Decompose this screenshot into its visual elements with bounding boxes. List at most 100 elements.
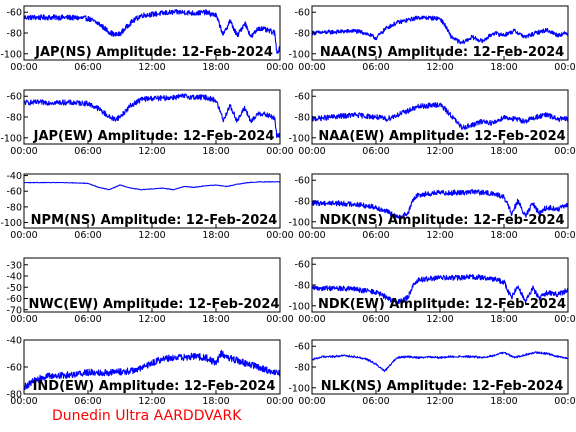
x-tick-label: 06:00 <box>362 230 389 241</box>
y-tick-label: -60 <box>6 363 22 374</box>
chart-title: NAA(NS) Amplitude: 12-Feb-2024 <box>320 45 564 60</box>
y-tick-label: -80 <box>294 281 310 292</box>
y-tick-label: -60 <box>294 260 310 271</box>
x-tick-label: 12:00 <box>426 62 453 73</box>
series-line <box>312 274 568 305</box>
x-tick-label: 00:00 <box>298 146 325 157</box>
footer-credit: Dunedin Ultra AARDDVARK <box>52 408 242 424</box>
x-tick-label: 06:00 <box>74 396 101 407</box>
x-tick-label: 00:00 <box>10 314 37 325</box>
y-tick-label: -80 <box>6 29 22 40</box>
x-tick-label: 06:00 <box>74 146 101 157</box>
x-tick-label: 18:00 <box>202 146 229 157</box>
chart-title: NAA(EW) Amplitude: 12-Feb-2024 <box>318 129 565 144</box>
y-tick-label: -60 <box>6 294 22 305</box>
x-tick-label: 18:00 <box>202 314 229 325</box>
y-tick-label: -80 <box>6 202 22 213</box>
x-tick-label: 06:00 <box>74 314 101 325</box>
y-tick-label: -100 <box>0 133 22 144</box>
x-tick-label: 00:00 <box>298 314 325 325</box>
chart-title: NPM(NS) Amplitude: 12-Feb-2024 <box>31 213 278 228</box>
x-tick-label: 18:00 <box>490 396 517 407</box>
chart-panel: -60 -80 -100 00:00 06:00 12:00 18:00 00:00 JAP(N… <box>0 5 294 73</box>
x-tick-label: 18:00 <box>202 396 229 407</box>
x-tick-label: 18:00 <box>490 146 517 157</box>
x-tick-label: 00:00 <box>266 146 293 157</box>
x-tick-label: 12:00 <box>138 396 165 407</box>
y-tick-label: -40 <box>6 336 22 347</box>
series-line <box>24 9 280 55</box>
x-tick-label: 00:00 <box>554 314 576 325</box>
y-tick-label: -80 <box>294 29 310 40</box>
y-tick-label: -60 <box>294 8 310 19</box>
chart-panel: -60 -80 -100 00:00 06:00 12:00 18:00 00:00 NDK(E… <box>288 257 576 325</box>
x-tick-label: 06:00 <box>74 62 101 73</box>
series-line <box>24 181 280 191</box>
x-tick-label: 00:00 <box>10 396 37 407</box>
x-tick-label: 00:00 <box>554 62 576 73</box>
y-tick-label: -60 <box>294 342 310 353</box>
x-tick-label: 18:00 <box>202 230 229 241</box>
x-tick-label: 12:00 <box>138 146 165 157</box>
x-tick-label: 00:00 <box>266 396 293 407</box>
x-tick-label: 12:00 <box>426 230 453 241</box>
y-tick-label: -70 <box>6 305 22 316</box>
series-line <box>312 188 568 219</box>
chart-panel: -60 -80 -100 00:00 06:00 12:00 18:00 00:00 NLK(N… <box>288 339 576 407</box>
x-tick-label: 18:00 <box>202 62 229 73</box>
x-tick-label: 00:00 <box>10 62 37 73</box>
y-tick-label: -80 <box>294 197 310 208</box>
series-line <box>312 351 568 373</box>
x-tick-label: 06:00 <box>74 230 101 241</box>
x-tick-label: 18:00 <box>490 230 517 241</box>
y-tick-label: -50 <box>6 283 22 294</box>
chart-title: NLK(NS) Amplitude: 12-Feb-2024 <box>321 379 564 394</box>
y-tick-label: -100 <box>288 133 310 144</box>
y-tick-label: -40 <box>6 272 22 283</box>
chart-panel: -60 -80 -100 00:00 06:00 12:00 18:00 00:00 NAA(N… <box>288 5 576 73</box>
y-tick-label: -60 <box>6 187 22 198</box>
x-tick-label: 00:00 <box>10 146 37 157</box>
x-tick-label: 06:00 <box>362 62 389 73</box>
x-tick-label: 00:00 <box>266 314 293 325</box>
y-tick-label: -80 <box>294 363 310 374</box>
x-tick-label: 06:00 <box>362 146 389 157</box>
chart-panel: -60 -80 -100 00:00 06:00 12:00 18:00 00:00 NAA(E… <box>288 89 576 157</box>
x-tick-label: 00:00 <box>266 230 293 241</box>
x-tick-label: 12:00 <box>138 314 165 325</box>
series-line <box>312 102 568 130</box>
x-tick-label: 18:00 <box>490 314 517 325</box>
x-tick-label: 06:00 <box>362 314 389 325</box>
chart-title: NWC(EW) Amplitude: 12-Feb-2024 <box>28 297 279 312</box>
chart-title: JAP(EW) Amplitude: 12-Feb-2024 <box>33 129 275 144</box>
x-tick-label: 00:00 <box>10 230 37 241</box>
y-tick-label: -100 <box>288 217 310 228</box>
chart-title: IND(EW) Amplitude: 12-Feb-2024 <box>33 379 276 394</box>
chart-panel: -60 -80 -100 00:00 06:00 12:00 18:00 00:00 JAP(E… <box>0 89 294 157</box>
y-tick-label: -60 <box>294 92 310 103</box>
chart-title: NDK(NS) Amplitude: 12-Feb-2024 <box>319 213 564 228</box>
x-tick-label: 00:00 <box>298 396 325 407</box>
x-tick-label: 06:00 <box>362 396 389 407</box>
chart-title: JAP(NS) Amplitude: 12-Feb-2024 <box>34 45 273 60</box>
chart-title: NDK(EW) Amplitude: 12-Feb-2024 <box>318 297 566 312</box>
y-tick-label: -40 <box>6 171 22 182</box>
x-tick-label: 12:00 <box>426 314 453 325</box>
y-tick-label: -100 <box>288 383 310 394</box>
chart-panel: -60 -80 -100 00:00 06:00 12:00 18:00 00:00 NDK(N… <box>288 173 576 241</box>
series-line <box>24 93 280 138</box>
y-tick-label: -80 <box>6 113 22 124</box>
x-tick-label: 00:00 <box>554 396 576 407</box>
y-tick-label: -60 <box>6 8 22 19</box>
x-tick-label: 12:00 <box>426 146 453 157</box>
x-tick-label: 00:00 <box>554 146 576 157</box>
x-tick-label: 00:00 <box>266 62 293 73</box>
x-tick-label: 00:00 <box>298 230 325 241</box>
x-tick-label: 12:00 <box>426 396 453 407</box>
y-tick-label: -80 <box>6 390 22 401</box>
x-tick-label: 00:00 <box>298 62 325 73</box>
y-tick-label: -60 <box>294 176 310 187</box>
